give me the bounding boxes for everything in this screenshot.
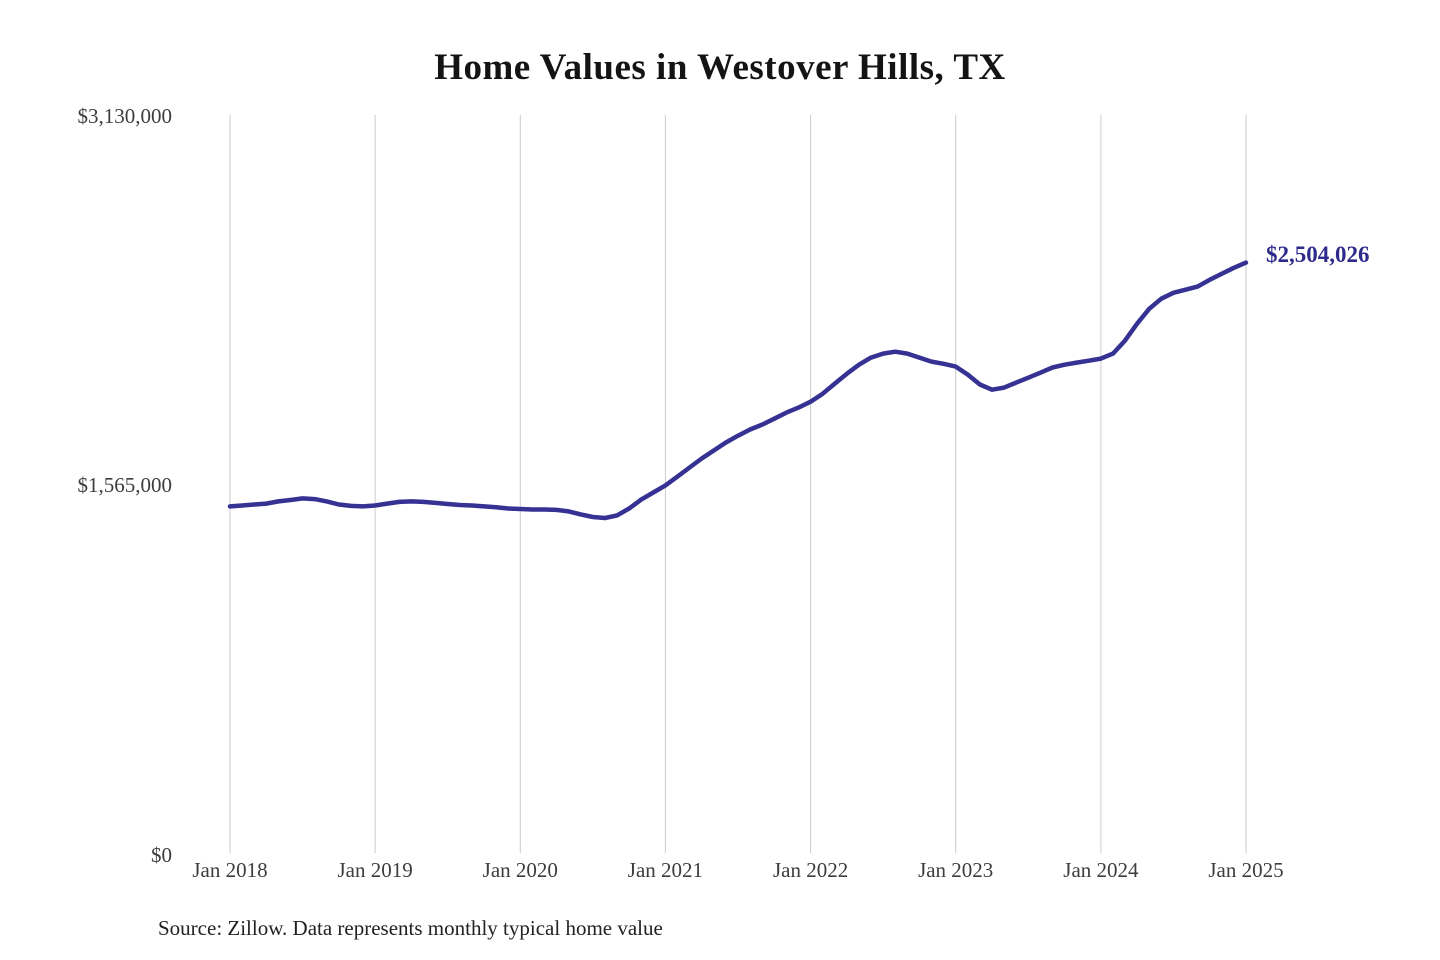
- y-axis-tick-label-zero: $0: [151, 843, 172, 867]
- x-axis-tick-label-2020: Jan 2020: [482, 858, 558, 882]
- x-axis-tick-label-2025: Jan 2025: [1208, 858, 1284, 882]
- latest-value-label: $2,504,026: [1266, 242, 1370, 267]
- source-note: Source: Zillow. Data represents monthly …: [158, 916, 663, 940]
- x-axis-tick-label-2018: Jan 2018: [192, 858, 268, 882]
- x-axis-tick-label-2022: Jan 2022: [772, 858, 849, 882]
- x-axis-tick-label-2021: Jan 2021: [627, 858, 704, 882]
- home-value-line: [227, 260, 1249, 521]
- y-axis-tick-label-top: $3,130,000: [77, 104, 173, 128]
- x-axis-tick-label-2019: Jan 2019: [337, 858, 413, 882]
- y-axis-tick-label-middle: $1,565,000: [77, 473, 173, 497]
- x-axis-tick-label-2024: Jan 2024: [1063, 858, 1139, 882]
- x-axis-tick-label-2023: Jan 2023: [918, 858, 994, 882]
- chart-title: Home Values in Westover Hills, TX: [434, 47, 1006, 88]
